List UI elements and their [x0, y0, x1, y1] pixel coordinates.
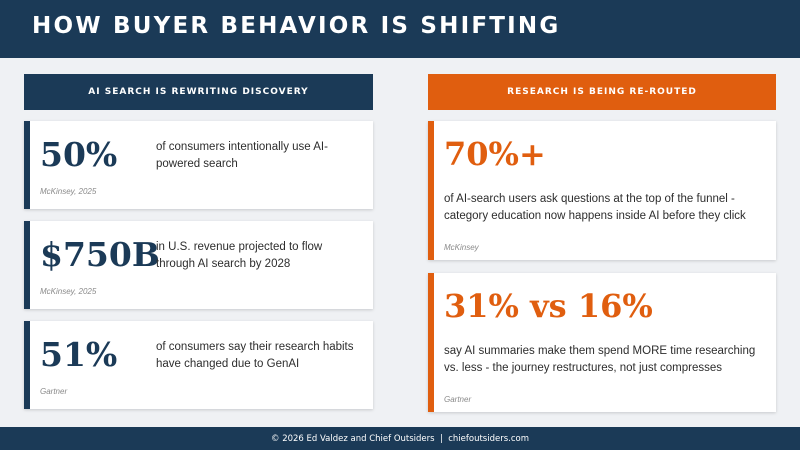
- stat-description: say AI summaries make them spend MORE ti…: [444, 345, 756, 374]
- card-accent-bar: [428, 273, 434, 412]
- title-bar: HOW BUYER BEHAVIOR IS SHIFTING: [0, 0, 800, 58]
- stat-source: McKinsey, 2025: [40, 187, 97, 196]
- card-accent-bar: [428, 121, 434, 260]
- stat-value: $750B: [40, 235, 160, 274]
- card-accent-bar: [24, 221, 30, 309]
- page-title: HOW BUYER BEHAVIOR IS SHIFTING: [32, 13, 561, 39]
- left-section-header: AI SEARCH IS REWRITING DISCOVERY: [24, 74, 373, 110]
- stat-card: 31% vs 16% say AI summaries make them sp…: [428, 273, 776, 412]
- stat-source: McKinsey, 2025: [40, 287, 97, 296]
- stat-card: $750B in U.S. revenue projected to flow …: [24, 221, 373, 309]
- stat-value: 70%+: [444, 135, 546, 173]
- stat-description: of AI-search users ask questions at the …: [444, 193, 746, 222]
- right-section-header: RESEARCH IS BEING RE-ROUTED: [428, 74, 776, 110]
- stat-description: of consumers intentionally use AI-powere…: [156, 141, 328, 170]
- stat-source: McKinsey: [444, 243, 479, 252]
- stat-value: 50%: [40, 135, 118, 174]
- stat-card: 50% of consumers intentionally use AI-po…: [24, 121, 373, 209]
- card-accent-bar: [24, 121, 30, 209]
- stat-value: 51%: [40, 335, 118, 374]
- stat-card: 51% of consumers say their research habi…: [24, 321, 373, 409]
- stat-card: 70%+ of AI-search users ask questions at…: [428, 121, 776, 260]
- stat-source: Gartner: [40, 387, 68, 396]
- card-accent-bar: [24, 321, 30, 409]
- stat-value: 31% vs 16%: [444, 287, 653, 325]
- stat-description: in U.S. revenue projected to flow throug…: [156, 241, 323, 270]
- stat-description: of consumers say their research habits h…: [156, 341, 354, 370]
- footer: © 2026 Ed Valdez and Chief Outsiders | c…: [0, 427, 800, 450]
- stat-source: Gartner: [444, 395, 472, 404]
